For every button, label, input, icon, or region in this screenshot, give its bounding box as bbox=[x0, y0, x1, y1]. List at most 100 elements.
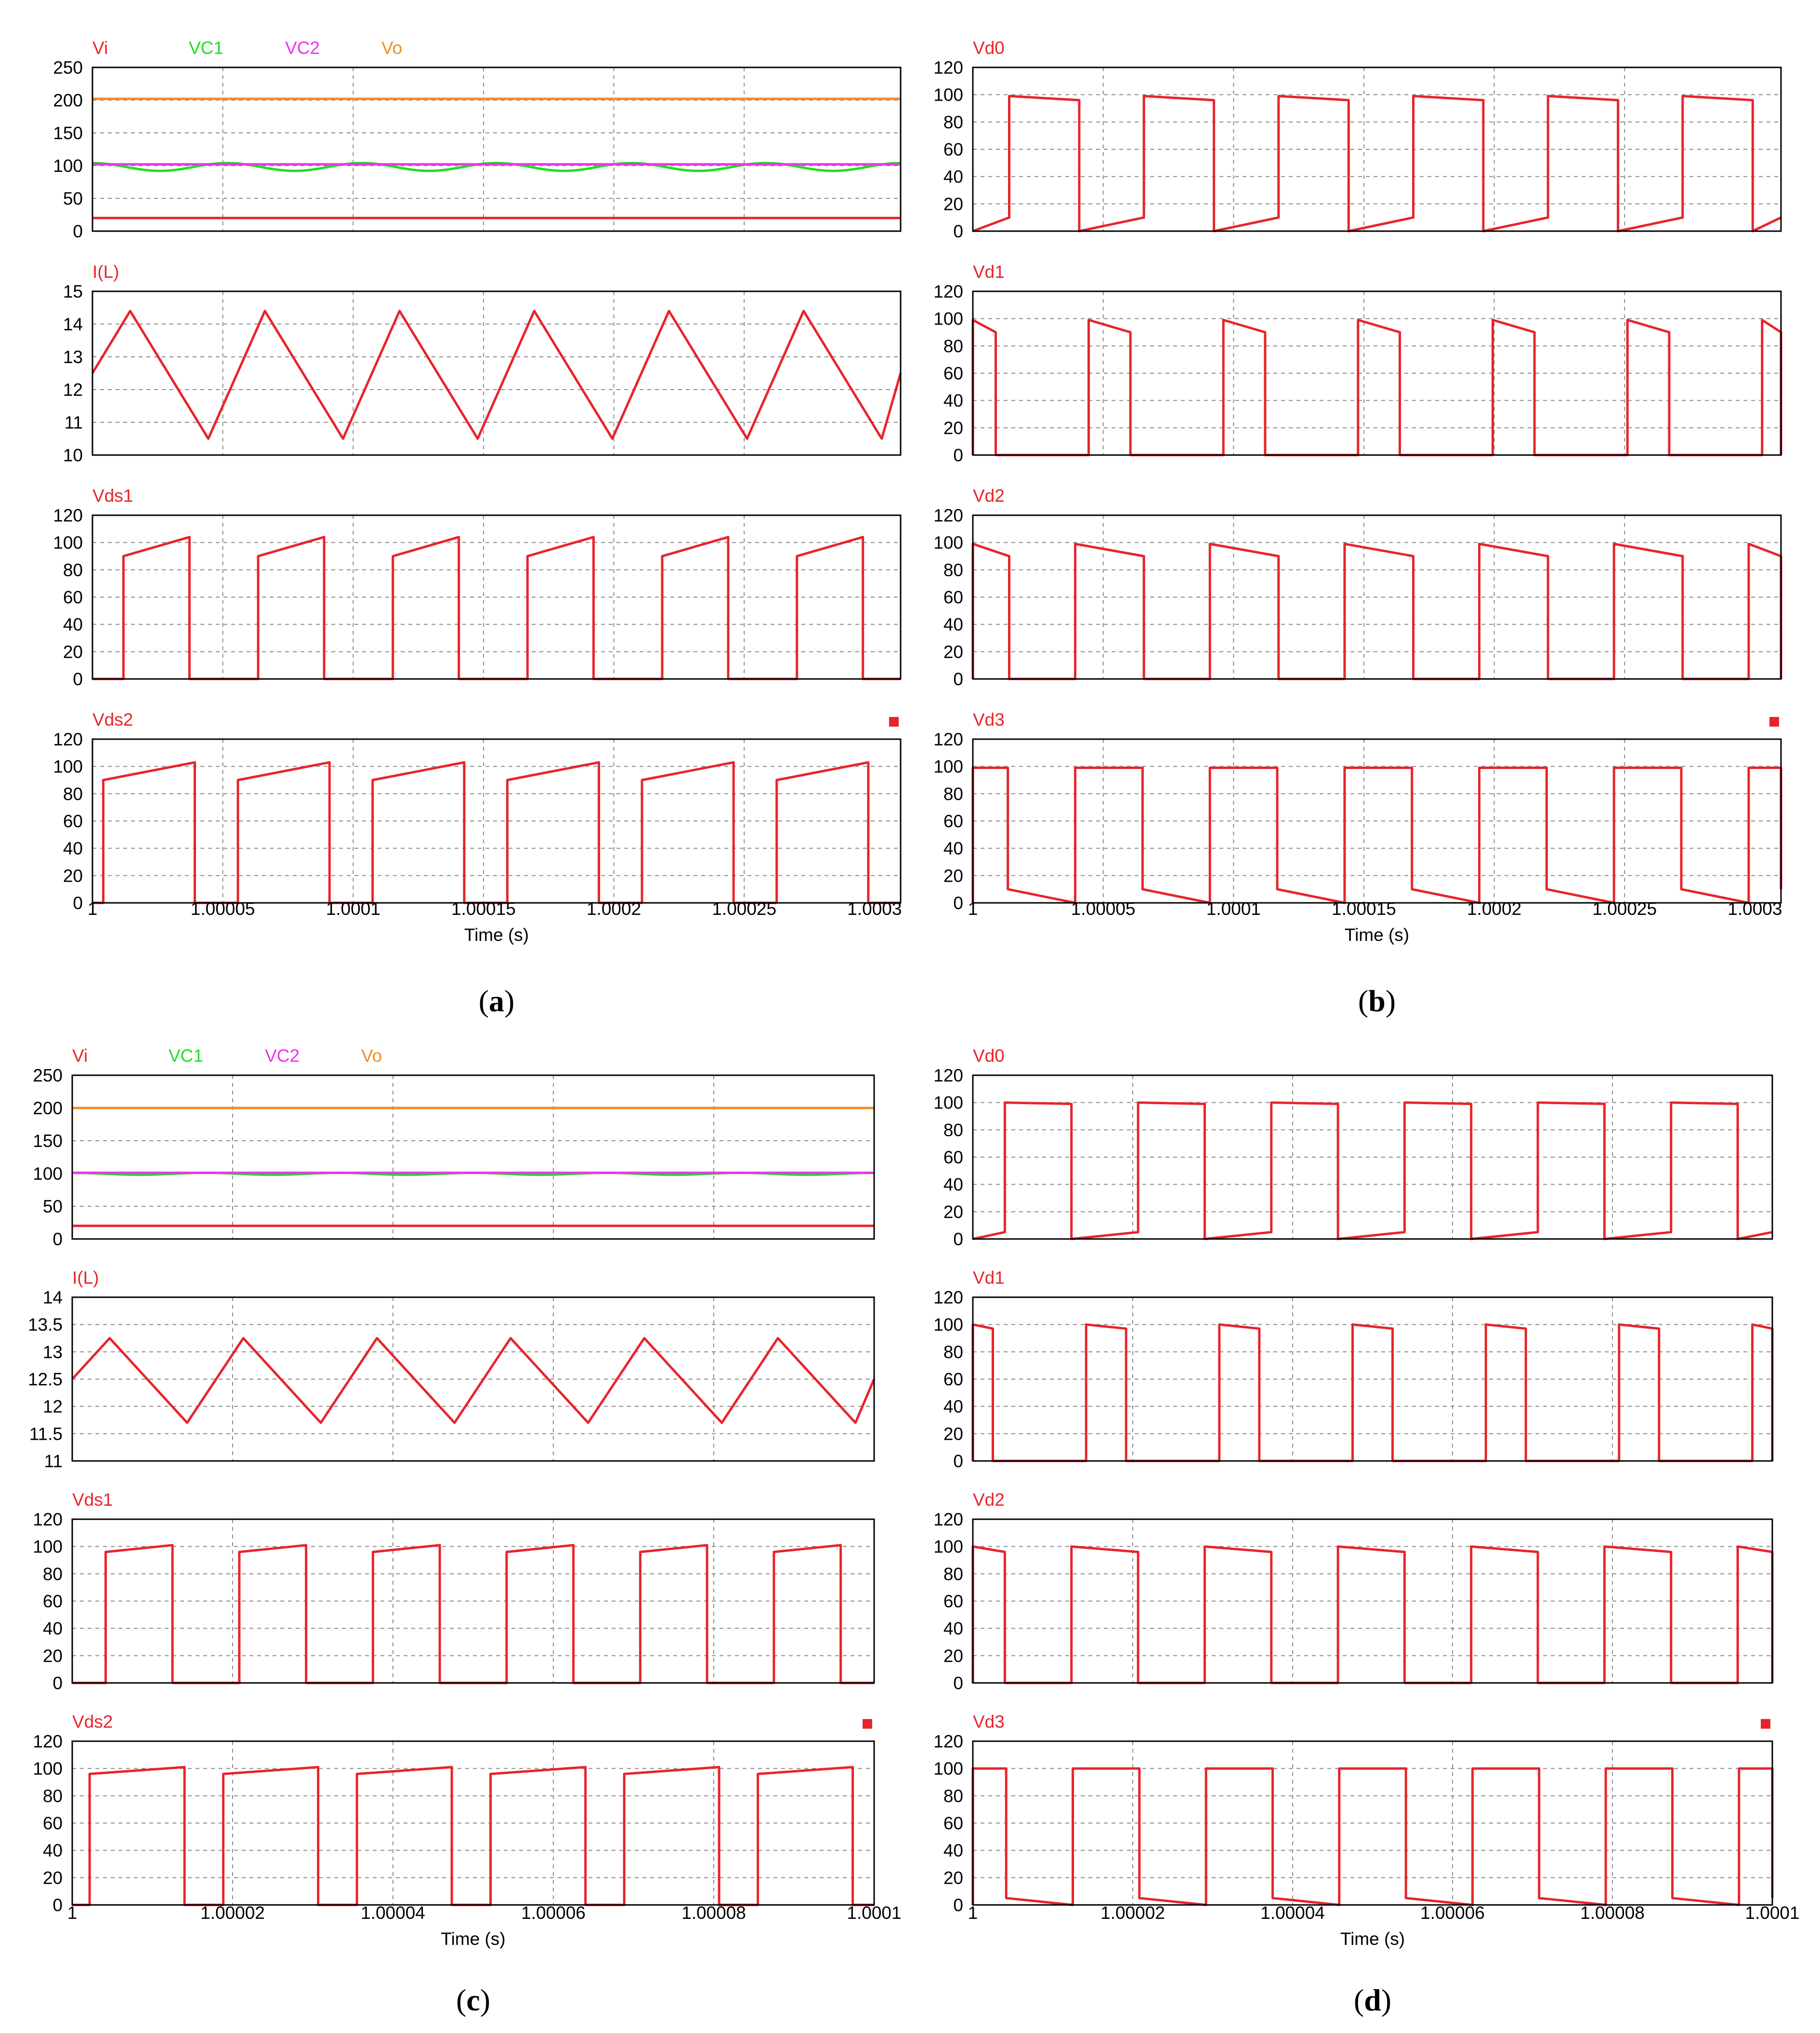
y-tick-label: 0 bbox=[73, 669, 83, 689]
y-tick-label: 100 bbox=[933, 757, 963, 777]
y-tick-label: 80 bbox=[943, 112, 963, 132]
panel-a-2: 10 11 12 13 14 15 I(L) bbox=[63, 262, 902, 465]
x-tick-label: 1.00005 bbox=[191, 899, 255, 919]
plot-frame bbox=[71, 1740, 875, 1906]
legend-vc1: VC1 bbox=[169, 1046, 203, 1066]
legend-vds1: Vds1 bbox=[92, 486, 133, 506]
y-tick-label: 120 bbox=[933, 506, 963, 525]
series-vds2 bbox=[92, 761, 901, 904]
x-tick-label: 1.00025 bbox=[1592, 899, 1657, 919]
panel-b-4: 0 20 40 60 80 100 120 Vd3 bbox=[933, 710, 1782, 913]
x-tick-label: 1.00002 bbox=[200, 1903, 265, 1923]
y-tick-label: 0 bbox=[953, 893, 963, 913]
y-tick-label: 40 bbox=[63, 615, 83, 635]
panel-b-1: 0 20 40 60 80 100 120 Vd0 bbox=[933, 38, 1782, 241]
y-tick-label: 60 bbox=[943, 140, 963, 159]
x-tick-label: 1 bbox=[968, 899, 978, 919]
plot-frame bbox=[972, 66, 1782, 232]
y-tick-label: 0 bbox=[953, 1451, 963, 1471]
y-tick-label: 60 bbox=[943, 1591, 963, 1611]
x-tick-label: 1.00004 bbox=[361, 1903, 425, 1923]
series-il bbox=[91, 310, 902, 440]
y-tick-label: 250 bbox=[33, 1066, 63, 1085]
series-vd2 bbox=[971, 1545, 1774, 1684]
subfigure-caption: (c) bbox=[456, 1983, 490, 2017]
y-tick-label: 100 bbox=[933, 1093, 963, 1113]
plot-frame bbox=[92, 290, 902, 456]
y-tick-label: 120 bbox=[933, 730, 963, 749]
y-tick-label: 60 bbox=[43, 1591, 63, 1611]
y-tick-label: 120 bbox=[933, 1288, 963, 1307]
trace-marker-square bbox=[1769, 717, 1779, 727]
y-tick-label: 14 bbox=[43, 1288, 63, 1307]
x-axis-label: Time (s) bbox=[441, 1929, 505, 1949]
legend-vd0: Vd0 bbox=[973, 1046, 1005, 1066]
y-tick-label: 60 bbox=[943, 1813, 963, 1833]
y-tick-label: 200 bbox=[33, 1098, 63, 1118]
x-axis-label: Time (s) bbox=[1340, 1929, 1405, 1949]
subfigure-caption: (a) bbox=[479, 984, 515, 1018]
y-tick-label: 100 bbox=[53, 533, 83, 553]
legend-vo: Vo bbox=[381, 38, 402, 58]
legend-vd3: Vd3 bbox=[973, 710, 1005, 730]
y-tick-label: 12 bbox=[43, 1397, 63, 1417]
panel-d-2: 0 20 40 60 80 100 120 Vd1 bbox=[933, 1268, 1774, 1471]
y-tick-label: 20 bbox=[943, 1646, 963, 1666]
y-tick-label: 11 bbox=[65, 413, 83, 432]
trace-marker-square bbox=[889, 717, 899, 727]
y-tick-label: 100 bbox=[933, 309, 963, 329]
y-tick-label: 120 bbox=[933, 58, 963, 78]
x-tick-label: 1 bbox=[968, 1903, 978, 1923]
legend-vd1: Vd1 bbox=[973, 262, 1005, 282]
series-vd2 bbox=[971, 543, 1782, 680]
chart-b: 020406080100120Vd0020406080100120Vd10204… bbox=[933, 38, 1782, 1018]
plot-frame bbox=[972, 514, 1782, 680]
legend-vd2: Vd2 bbox=[973, 1490, 1005, 1510]
y-tick-label: 0 bbox=[953, 1673, 963, 1693]
series-vd0 bbox=[972, 95, 1782, 233]
y-tick-label: 80 bbox=[43, 1786, 63, 1806]
y-tick-label: 100 bbox=[933, 85, 963, 105]
y-tick-label: 20 bbox=[943, 194, 963, 214]
panel-c-1: 0 50 100 150 200 250 Vi VC1 VC2 Vo bbox=[33, 1046, 875, 1249]
x-tick-label: 1.00008 bbox=[1580, 1903, 1645, 1923]
legend-vd2: Vd2 bbox=[973, 486, 1005, 506]
y-tick-label: 20 bbox=[943, 642, 963, 662]
y-tick-label: 20 bbox=[63, 642, 83, 662]
y-tick-label: 40 bbox=[43, 1841, 63, 1861]
y-tick-label: 60 bbox=[943, 587, 963, 607]
y-tick-label: 11 bbox=[44, 1451, 63, 1471]
x-tick-label: 1.0002 bbox=[587, 899, 641, 919]
y-tick-label: 13 bbox=[63, 347, 83, 367]
legend-vi: Vi bbox=[92, 38, 108, 58]
y-tick-label: 120 bbox=[933, 1066, 963, 1085]
x-tick-label: 1.00008 bbox=[681, 1903, 746, 1923]
y-tick-label: 60 bbox=[43, 1813, 63, 1833]
series-il bbox=[71, 1337, 876, 1424]
y-tick-label: 80 bbox=[63, 784, 83, 804]
plot-frame bbox=[92, 66, 902, 232]
legend-vi: Vi bbox=[72, 1046, 88, 1066]
y-tick-label: 100 bbox=[33, 1759, 63, 1779]
y-tick-label: 0 bbox=[953, 1895, 963, 1915]
y-tick-label: 100 bbox=[933, 1537, 963, 1557]
y-tick-label: 0 bbox=[52, 1673, 63, 1693]
y-tick-label: 60 bbox=[943, 364, 963, 383]
y-tick-label: 100 bbox=[933, 1759, 963, 1779]
series-vds1 bbox=[72, 1544, 874, 1684]
y-tick-label: 100 bbox=[53, 156, 83, 176]
y-tick-label: 40 bbox=[63, 839, 83, 859]
y-tick-label: 200 bbox=[53, 91, 83, 110]
x-tick-label: 1.00005 bbox=[1071, 899, 1136, 919]
y-tick-label: 80 bbox=[943, 1786, 963, 1806]
y-tick-label: 20 bbox=[943, 1424, 963, 1444]
x-tick-label: 1.0001 bbox=[326, 899, 380, 919]
y-tick-label: 100 bbox=[933, 1315, 963, 1335]
x-axis-label: Time (s) bbox=[464, 925, 529, 945]
legend-vo: Vo bbox=[361, 1046, 382, 1066]
y-tick-label: 80 bbox=[43, 1564, 63, 1584]
y-tick-label: 150 bbox=[53, 123, 83, 143]
x-tick-label: 1.00006 bbox=[521, 1903, 586, 1923]
plot-frame bbox=[972, 1074, 1773, 1240]
y-tick-label: 0 bbox=[953, 222, 963, 241]
